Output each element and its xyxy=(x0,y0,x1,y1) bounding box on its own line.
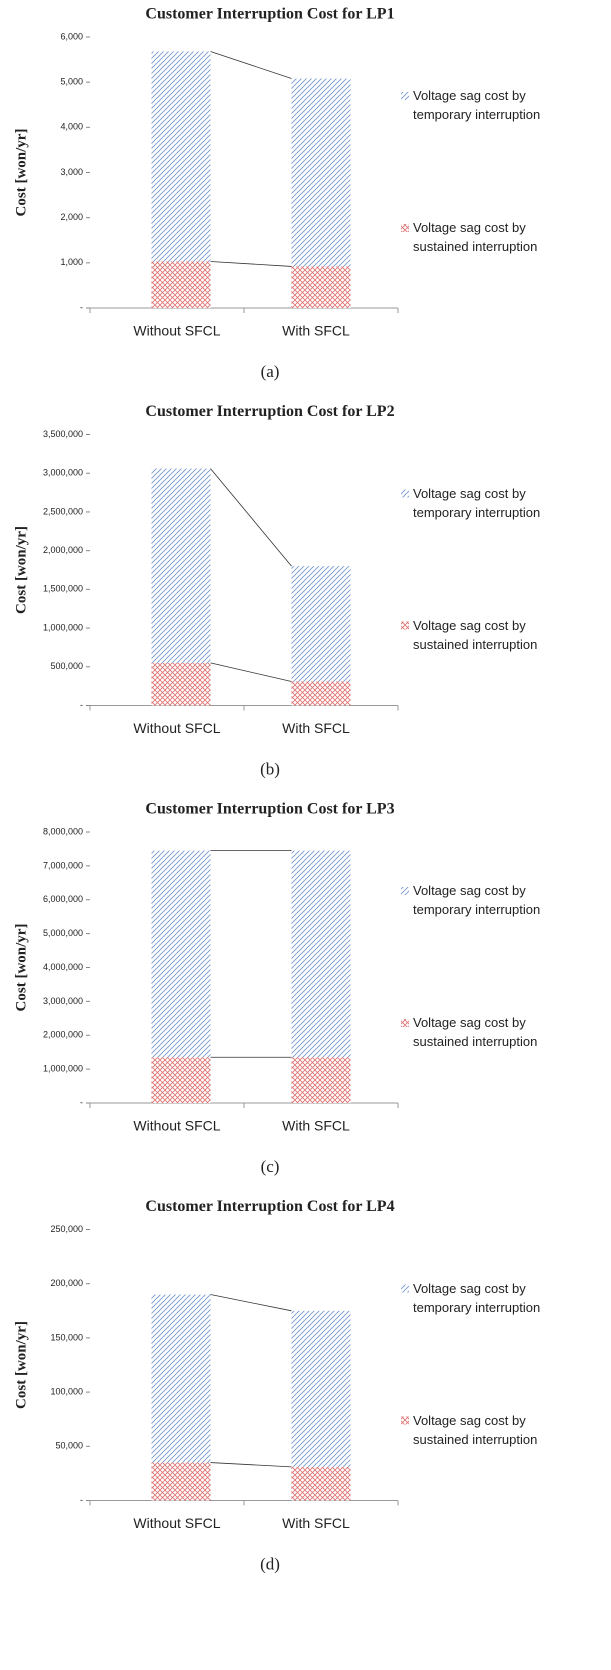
legend-label: Voltage sag cost by temporary interrupti… xyxy=(413,485,541,520)
y-tick-label: 200,000 xyxy=(50,1278,83,1288)
y-tick-label: 1,500,000 xyxy=(43,584,83,594)
bar-segment xyxy=(291,78,351,267)
y-axis-label: Cost [won/yr] xyxy=(13,924,29,1012)
bar-segment xyxy=(151,261,211,308)
legend-label: Voltage sag cost by sustained interrupti… xyxy=(413,617,538,652)
y-tick-label: 7,000,000 xyxy=(43,860,83,870)
connector-line xyxy=(210,468,292,567)
y-tick-label: 100,000 xyxy=(50,1386,83,1396)
y-tick-label: 1,000,000 xyxy=(43,1064,83,1074)
bar-segment xyxy=(291,681,351,706)
y-tick-label: 150,000 xyxy=(50,1332,83,1342)
y-tick-label: 3,000 xyxy=(60,167,83,177)
y-tick-label: 3,000,000 xyxy=(43,996,83,1006)
legend-swatch xyxy=(401,1416,409,1425)
bar-segment xyxy=(151,468,211,663)
y-tick-label: 4,000 xyxy=(60,122,83,132)
legend-swatch xyxy=(401,887,409,895)
y-tick-label: - xyxy=(80,302,83,312)
x-tick-label: With SFCL xyxy=(282,1118,350,1134)
y-tick-label: 3,500,000 xyxy=(43,429,83,439)
x-tick-label: Without SFCL xyxy=(133,720,220,736)
x-tick-label: Without SFCL xyxy=(133,1118,220,1134)
y-axis-label: Cost [won/yr] xyxy=(13,526,29,614)
chart-title: Customer Interruption Cost for LP4 xyxy=(145,1198,394,1215)
y-tick-label: 2,000,000 xyxy=(43,1030,83,1040)
y-tick-label: 2,500,000 xyxy=(43,506,83,516)
legend-label: Voltage sag cost by temporary interrupti… xyxy=(413,88,541,122)
connector-line xyxy=(210,261,292,267)
y-axis-label: Cost [won/yr] xyxy=(13,129,29,217)
y-tick-label: - xyxy=(80,700,83,710)
y-tick-label: 1,000 xyxy=(60,257,83,267)
connector-line xyxy=(210,662,292,682)
x-tick-label: With SFCL xyxy=(282,720,350,736)
y-tick-label: 6,000 xyxy=(60,31,83,41)
caption: (d) xyxy=(260,1554,280,1573)
bar-segment xyxy=(151,1462,211,1501)
x-tick-label: With SFCL xyxy=(282,323,350,339)
legend-label: Voltage sag cost by sustained interrupti… xyxy=(413,1412,538,1447)
connector-line xyxy=(210,1462,292,1468)
bar-segment xyxy=(151,1057,211,1103)
bar-segment xyxy=(291,266,351,308)
chart-title: Customer Interruption Cost for LP3 xyxy=(145,801,394,818)
caption: (c) xyxy=(261,1157,280,1176)
legend-swatch xyxy=(401,621,409,630)
chart-title: Customer Interruption Cost for LP1 xyxy=(145,6,394,23)
connector-line xyxy=(210,1294,292,1312)
legend-swatch xyxy=(401,1284,409,1293)
y-tick-label: 2,000 xyxy=(60,212,83,222)
connector-line xyxy=(210,51,292,79)
bar-segment xyxy=(151,1294,211,1463)
y-tick-label: 4,000,000 xyxy=(43,962,83,972)
bar-segment xyxy=(151,850,211,1058)
legend-label: Voltage sag cost by sustained interrupti… xyxy=(413,1015,538,1049)
legend-label: Voltage sag cost by sustained interrupti… xyxy=(413,220,538,254)
y-tick-label: 250,000 xyxy=(50,1224,83,1234)
y-tick-label: 5,000,000 xyxy=(43,928,83,938)
bar-segment xyxy=(291,850,351,1058)
legend-swatch xyxy=(401,1019,409,1027)
bar-segment xyxy=(291,1057,351,1103)
bar-segment xyxy=(151,51,211,262)
y-tick-label: 5,000 xyxy=(60,77,83,87)
legend-label: Voltage sag cost by temporary interrupti… xyxy=(413,883,541,917)
x-tick-label: Without SFCL xyxy=(133,323,220,339)
y-tick-label: 8,000,000 xyxy=(43,826,83,836)
x-tick-label: With SFCL xyxy=(282,1515,350,1531)
y-tick-label: 3,000,000 xyxy=(43,468,83,478)
y-tick-label: 500,000 xyxy=(50,661,83,671)
y-tick-label: 1,000,000 xyxy=(43,622,83,632)
caption: (b) xyxy=(260,759,280,778)
y-tick-label: - xyxy=(80,1097,83,1107)
y-tick-label: 2,000,000 xyxy=(43,545,83,555)
legend-swatch xyxy=(401,489,409,498)
legend-label: Voltage sag cost by temporary interrupti… xyxy=(413,1280,541,1315)
bar-segment xyxy=(291,1310,351,1467)
bar-segment xyxy=(291,1466,351,1501)
caption: (a) xyxy=(261,362,280,381)
bar-segment xyxy=(291,566,351,682)
legend-swatch xyxy=(401,224,409,232)
y-axis-label: Cost [won/yr] xyxy=(13,1321,29,1409)
bar-segment xyxy=(151,662,211,706)
y-tick-label: - xyxy=(80,1495,83,1505)
x-tick-label: Without SFCL xyxy=(133,1515,220,1531)
chart-title: Customer Interruption Cost for LP2 xyxy=(145,403,394,420)
legend-swatch xyxy=(401,92,409,100)
y-tick-label: 50,000 xyxy=(55,1441,83,1451)
y-tick-label: 6,000,000 xyxy=(43,894,83,904)
